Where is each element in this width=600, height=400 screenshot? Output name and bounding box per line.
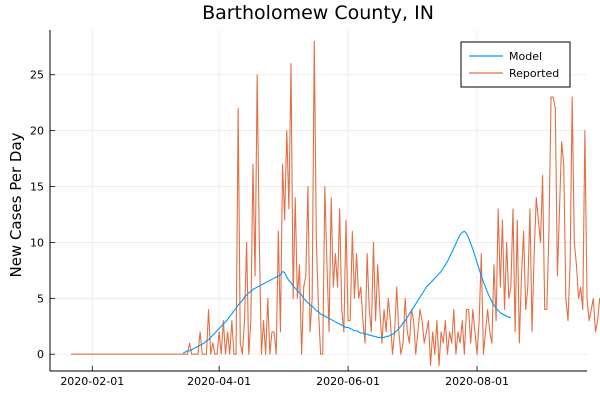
x-tick-label: 2020-08-01 bbox=[445, 375, 509, 388]
x-tick-labels: 2020-02-01 2020-04-01 2020-06-01 2020-08-01 bbox=[60, 375, 509, 388]
x-tick-label: 2020-02-01 bbox=[60, 375, 124, 388]
y-tick-label: 5 bbox=[37, 292, 44, 305]
series-line-reported bbox=[71, 40, 600, 366]
y-tick-labels: 0 5 10 15 20 25 bbox=[30, 69, 44, 362]
y-axis-label: New Cases Per Day bbox=[7, 132, 25, 277]
x-tick-label: 2020-06-01 bbox=[316, 375, 380, 388]
x-tick-label: 2020-04-01 bbox=[187, 375, 251, 388]
legend: Model Reported bbox=[460, 41, 571, 88]
legend-label-reported: Reported bbox=[509, 67, 559, 80]
axes bbox=[49, 30, 587, 372]
series-lines bbox=[71, 40, 600, 366]
legend-box bbox=[460, 41, 571, 88]
y-tick-label: 10 bbox=[30, 236, 44, 249]
y-tick-label: 15 bbox=[30, 181, 44, 194]
y-tick-label: 20 bbox=[30, 125, 44, 138]
series-line-model bbox=[182, 230, 511, 354]
legend-label-model: Model bbox=[509, 50, 542, 63]
y-tick-label: 25 bbox=[30, 69, 44, 82]
chart-title: Bartholomew County, IN bbox=[202, 2, 434, 24]
y-tick-label: 0 bbox=[37, 348, 44, 361]
